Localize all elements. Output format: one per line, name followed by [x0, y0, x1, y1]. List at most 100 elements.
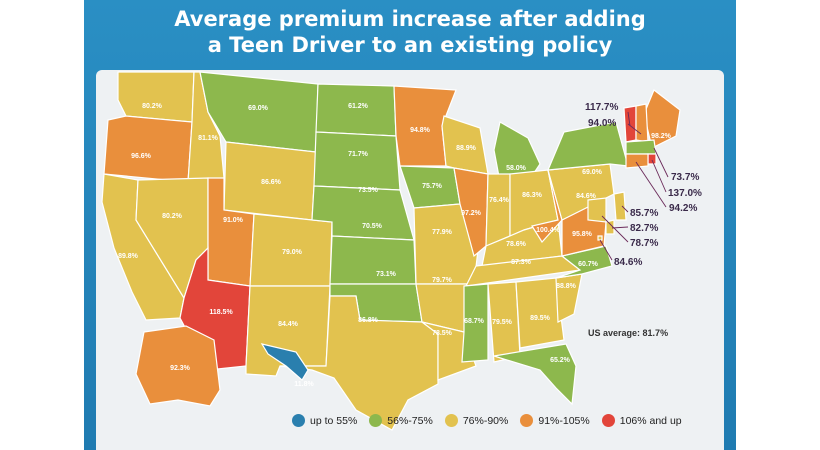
state-label-ar: 79.7% — [432, 277, 453, 284]
state-label-co: 79.0% — [282, 249, 303, 256]
state-ma — [625, 139, 657, 155]
state-label-ny: 69.0% — [582, 169, 603, 176]
state-label-sd: 71.7% — [348, 151, 369, 158]
state-dc — [597, 235, 603, 241]
state-label-in: 76.4% — [489, 197, 510, 204]
state-wa — [117, 71, 195, 123]
callout-line-nh — [627, 123, 642, 135]
state-ct — [625, 153, 649, 169]
legend-item: 91%-105% — [520, 414, 590, 427]
callout-line-de — [611, 226, 629, 229]
state-tx — [279, 295, 439, 431]
title-line-1: Average premium increase after adding — [174, 7, 646, 31]
title-line-2: a Teen Driver to an existing policy — [207, 33, 613, 57]
state-label-hi: 11.8% — [294, 381, 314, 388]
state-in — [485, 173, 511, 247]
state-label-wi: 88.9% — [456, 145, 477, 152]
state-label-va: 95.8% — [572, 231, 593, 238]
state-label-id: 81.1% — [198, 135, 219, 142]
state-label-ak: 92.3% — [170, 365, 191, 372]
state-label-mo: 77.9% — [432, 229, 453, 236]
state-label-il: 97.2% — [461, 210, 482, 217]
state-nj — [613, 191, 627, 221]
state-label-nm: 84.4% — [278, 321, 299, 328]
state-label-or: 96.6% — [131, 153, 152, 160]
state-label-ok: 73.1% — [376, 271, 397, 278]
legend-item: 76%-90% — [444, 414, 509, 427]
state-label-me: 98.2% — [651, 133, 672, 140]
state-ny — [547, 121, 629, 171]
state-label-tn: 87.3% — [511, 259, 532, 266]
callout-label-de: 82.7% — [630, 223, 658, 234]
legend-swatch — [520, 414, 534, 427]
state-ri — [647, 153, 657, 165]
callout-label-ri: 137.0% — [668, 188, 702, 199]
us-map: 80.2% 96.6% 89.8% 81.1% 80.2% 69.0% 86.6% 91.0%… — [101, 71, 702, 431]
state-la — [421, 321, 477, 381]
callout-label-dc: 84.6% — [614, 257, 642, 268]
legend-swatch — [369, 414, 383, 427]
callout-line-nj — [621, 205, 629, 213]
map-panel: 80.2% 96.6% 89.8% 81.1% 80.2% 69.0% 86.6% 91.0%… — [96, 70, 724, 450]
state-ms — [461, 283, 489, 363]
state-sc — [555, 273, 583, 323]
legend-swatch — [292, 414, 305, 427]
state-label-ky: 78.6% — [506, 241, 527, 248]
state-label-nc: 60.7% — [578, 261, 599, 268]
callout-label-md: 78.7% — [630, 238, 658, 249]
callout-label-ma: 73.7% — [671, 172, 699, 183]
legend-item: 106% and up — [601, 414, 682, 427]
state-or — [103, 115, 193, 183]
state-label-oh: 86.3% — [522, 192, 543, 199]
callout-label-vt: 117.7% — [585, 102, 618, 113]
state-label-wv: 100.4% — [536, 227, 561, 234]
state-sd — [313, 131, 401, 191]
callout-line-ri — [651, 159, 667, 193]
state-label-wy: 86.6% — [261, 179, 282, 186]
state-label-nd: 61.2% — [348, 103, 369, 110]
state-label-ia: 75.7% — [422, 183, 443, 190]
callout-line-dc — [599, 239, 613, 261]
legend-swatch — [601, 414, 615, 427]
us-average-value: 81.7% — [642, 328, 669, 338]
legend: up to 55% 56%-75% 76%-90% 91%-105% 106% and … — [292, 414, 682, 427]
state-label-ms: 68.7% — [464, 318, 485, 325]
state-label-ne: 73.5% — [358, 187, 379, 194]
state-label-al: 79.5% — [492, 319, 513, 326]
state-label-mt: 69.0% — [248, 105, 269, 112]
legend-label: 76%-90% — [462, 414, 509, 427]
state-nd — [315, 83, 397, 137]
state-label-mn: 94.8% — [410, 127, 431, 134]
callout-line-ma — [653, 147, 669, 178]
us-average-label: US average: — [588, 328, 641, 338]
legend-item: 56%-75% — [369, 414, 433, 427]
state-nh — [635, 103, 649, 143]
state-label-ga: 89.5% — [530, 315, 551, 322]
legend-label: up to 55% — [310, 414, 358, 427]
state-label-wa: 80.2% — [142, 103, 163, 110]
state-ak — [135, 325, 221, 407]
legend-label: 91%-105% — [538, 414, 590, 427]
callout-line-md — [601, 215, 629, 243]
state-label-pa: 84.6% — [576, 193, 597, 200]
state-fl — [493, 343, 577, 406]
callout-label-nj: 85.7% — [630, 208, 658, 219]
state-md — [587, 197, 607, 223]
state-ks — [329, 235, 417, 285]
callout-line-vt — [627, 111, 631, 127]
legend-label: 56%-75% — [387, 414, 433, 427]
state-label-ca: 89.8% — [118, 253, 139, 260]
map-title: Average premium increase after adding a … — [84, 6, 736, 58]
state-label-tx: 86.8% — [358, 317, 379, 324]
state-label-sc: 88.8% — [556, 283, 577, 290]
state-label-mi: 58.0% — [506, 165, 527, 172]
state-il — [453, 167, 489, 258]
state-label-la: 78.5% — [432, 330, 453, 337]
state-label-ks: 70.5% — [362, 223, 383, 230]
infographic-frame: Average premium increase after adding a … — [84, 0, 736, 450]
state-ga — [515, 277, 565, 349]
callout-label-nh: 94.0% — [588, 118, 616, 129]
legend-swatch — [444, 414, 458, 427]
state-label-nv: 80.2% — [162, 213, 183, 220]
callout-label-ct: 94.2% — [669, 203, 697, 214]
